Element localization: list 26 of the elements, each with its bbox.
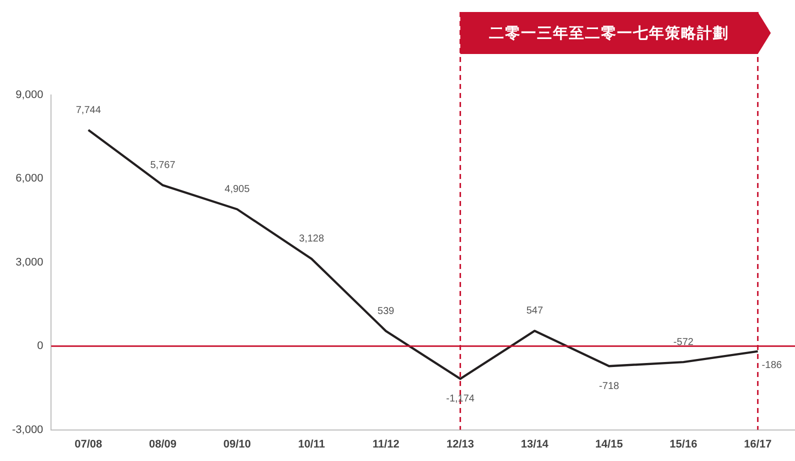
data-label: -1,174 — [446, 394, 475, 405]
x-tick-label: 11/12 — [372, 438, 400, 450]
data-label: 5,767 — [150, 160, 176, 171]
data-label: 539 — [378, 306, 395, 317]
y-tick-label: 6,000 — [16, 172, 44, 185]
text: 二零一三年至二零一七年策略計劃 — [488, 24, 730, 44]
x-tick-label: 09/10 — [223, 438, 251, 450]
data-label: 7,744 — [76, 104, 102, 116]
y-tick-label: 9,000 — [16, 89, 44, 102]
data-label: -572 — [673, 336, 694, 348]
data-label: 547 — [526, 306, 544, 317]
data-label: -186 — [762, 360, 782, 372]
x-tick-label: 15/16 — [670, 438, 698, 450]
y-tick-label: -3,000 — [12, 424, 44, 436]
data-label: 3,128 — [299, 234, 324, 245]
y-tick-label: 3,000 — [16, 256, 44, 268]
data-label: -718 — [599, 380, 620, 392]
y-tick-label: 0 — [37, 340, 44, 352]
data-label: 4,905 — [224, 184, 250, 195]
x-tick-label: 07/08 — [74, 438, 102, 450]
x-tick-label: 13/14 — [520, 438, 550, 450]
x-tick-label: 08/09 — [148, 438, 177, 450]
x-tick-label: 10/11 — [298, 438, 325, 450]
x-tick-label: 12/13 — [446, 438, 474, 450]
x-tick-label: 14/15 — [595, 438, 623, 450]
x-tick-label: 16/17 — [744, 438, 772, 450]
